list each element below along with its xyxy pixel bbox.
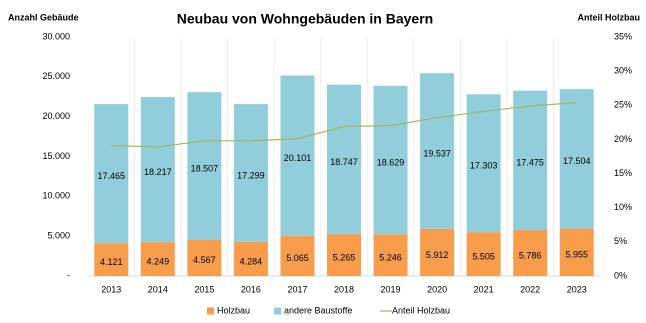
bar bbox=[559, 228, 594, 276]
value-label: 18.217 bbox=[144, 167, 172, 177]
value-label: 5.955 bbox=[565, 250, 588, 260]
bar bbox=[373, 85, 408, 235]
value-label: 4.121 bbox=[100, 257, 123, 267]
bar bbox=[420, 73, 455, 229]
value-label: 4.249 bbox=[147, 256, 170, 266]
y2-tick-label: 30% bbox=[614, 66, 632, 76]
value-label: 5.786 bbox=[519, 250, 542, 260]
bar bbox=[466, 94, 501, 233]
value-label: 17.299 bbox=[237, 170, 265, 180]
legend-label: Holzbau bbox=[217, 305, 250, 315]
bar bbox=[94, 104, 129, 244]
value-label: 18.747 bbox=[330, 157, 358, 167]
value-label: 19.537 bbox=[423, 148, 451, 158]
value-label: 5.246 bbox=[379, 252, 402, 262]
y2-tick-label: 0% bbox=[614, 270, 627, 280]
x-tick-label: 2021 bbox=[474, 284, 494, 294]
value-label: 4.567 bbox=[193, 255, 216, 265]
legend-swatch bbox=[274, 307, 281, 315]
bar bbox=[280, 235, 315, 276]
bar bbox=[233, 104, 268, 242]
bar bbox=[327, 234, 361, 276]
y2-tick-label: 20% bbox=[614, 134, 632, 144]
x-tick-label: 2013 bbox=[101, 284, 121, 294]
y2-tick-label: 15% bbox=[614, 168, 632, 178]
legend-label: Anteil Holzbau bbox=[392, 305, 450, 315]
bar bbox=[94, 243, 129, 276]
x-tick-label: 2020 bbox=[427, 284, 447, 294]
bar bbox=[187, 239, 222, 276]
x-tick-label: 2022 bbox=[520, 284, 540, 294]
x-tick-label: 2023 bbox=[567, 284, 587, 294]
bar bbox=[140, 242, 175, 276]
bar bbox=[513, 90, 548, 230]
chart-title: Neubau von Wohngebäuden in Bayern bbox=[177, 11, 433, 27]
bar bbox=[373, 234, 408, 276]
bar bbox=[559, 89, 594, 229]
bar bbox=[187, 92, 222, 240]
y2-tick-label: 25% bbox=[614, 100, 632, 110]
value-label: 18.629 bbox=[377, 157, 405, 167]
bar bbox=[513, 229, 548, 276]
y2-axis-label: Anteil Holzbau bbox=[578, 12, 641, 22]
x-tick-label: 2017 bbox=[287, 284, 307, 294]
value-label: 20.101 bbox=[284, 153, 312, 163]
y-tick-label: 30.000 bbox=[42, 31, 70, 41]
value-label: 17.303 bbox=[470, 161, 498, 171]
y-axis-label: Anzahl Gebäude bbox=[8, 12, 79, 22]
x-tick-label: 2014 bbox=[148, 284, 168, 294]
value-label: 5.912 bbox=[426, 250, 449, 260]
bar bbox=[280, 75, 315, 236]
line bbox=[111, 101, 577, 148]
value-label: 5.065 bbox=[286, 253, 309, 263]
y-tick-label: 10.000 bbox=[42, 191, 70, 201]
value-label: 17.475 bbox=[516, 158, 544, 168]
y-tick-label: 25.000 bbox=[42, 71, 70, 81]
value-label: 4.284 bbox=[240, 256, 263, 266]
bar bbox=[327, 84, 361, 235]
x-tick-label: 2015 bbox=[194, 284, 214, 294]
y-tick-label: - bbox=[67, 270, 70, 280]
value-label: 17.504 bbox=[563, 156, 591, 166]
y-tick-label: 15.000 bbox=[42, 151, 70, 161]
x-tick-label: 2018 bbox=[334, 284, 354, 294]
y2-tick-label: 10% bbox=[614, 202, 632, 212]
value-label: 18.507 bbox=[191, 163, 219, 173]
legend-label: andere Baustoffe bbox=[284, 305, 352, 315]
x-tick-label: 2016 bbox=[241, 284, 261, 294]
legend-swatch bbox=[207, 307, 214, 315]
y-tick-label: 20.000 bbox=[42, 111, 70, 121]
bar bbox=[233, 241, 268, 276]
bar bbox=[140, 97, 175, 243]
bar bbox=[466, 232, 501, 276]
y2-tick-label: 35% bbox=[614, 31, 632, 41]
bar bbox=[420, 228, 455, 276]
x-tick-label: 2019 bbox=[381, 284, 401, 294]
y-tick-label: 5.000 bbox=[47, 231, 70, 241]
y2-tick-label: 5% bbox=[614, 236, 627, 246]
value-label: 17.465 bbox=[98, 171, 126, 181]
value-label: 5.265 bbox=[333, 252, 356, 262]
value-label: 5.505 bbox=[472, 251, 495, 261]
